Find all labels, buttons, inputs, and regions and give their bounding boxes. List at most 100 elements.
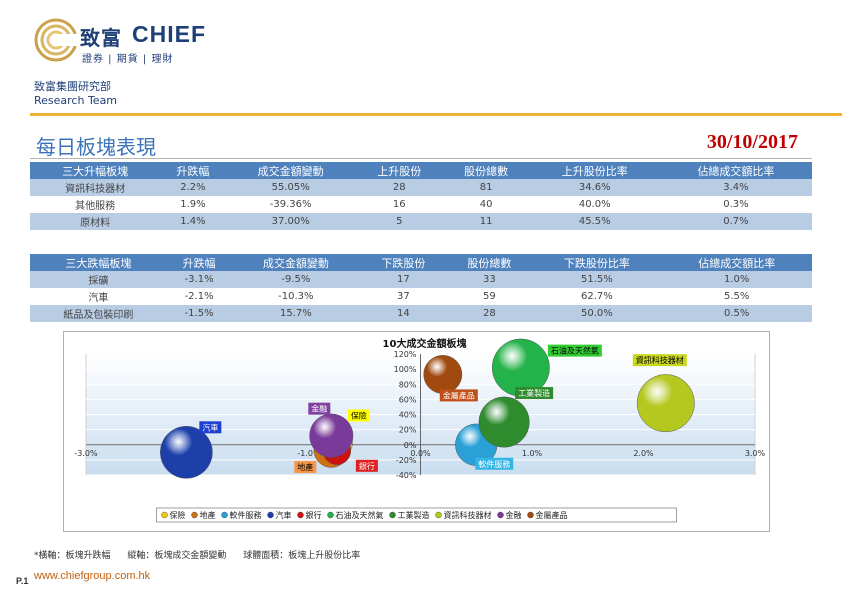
legend-marker [389,511,396,519]
table-cell: 16 [355,196,443,213]
data-label: 保險 [351,410,367,420]
table-cell: 1.0% [661,271,812,288]
data-label: 金屬產品 [443,390,475,400]
column-header: 股份總數 [442,162,530,179]
legend-entry: 金屬產品 [536,510,568,520]
legend-marker [221,511,228,519]
table-cell: 0.7% [659,213,812,230]
y-tick-label: 40% [399,411,417,420]
bubble-chart-svg: -3.0%-2.0%-1.0%0.0%1.0%2.0%3.0%-40%-20%0… [74,337,766,523]
table-cell: -2.1% [166,288,232,305]
table-row: 其他服務 1.9% -39.36% 16 40 40.0% 0.3% [30,196,812,213]
bubble-9 [423,355,463,394]
table-cell: 33 [446,271,533,288]
legend-marker [267,511,274,519]
page-number: P.1 [16,576,29,586]
data-label-box [439,389,478,402]
table-cell: 50.0% [532,305,662,322]
legend-marker [191,511,198,519]
table-cell: 40.0% [529,196,660,213]
table-cell: -9.5% [231,271,361,288]
report-date: 30/10/2017 [706,131,798,153]
y-tick-label: 20% [399,426,417,435]
table-cell: 28 [446,305,533,322]
table-cell: 51.5% [532,271,662,288]
table-cell: 34.6% [529,179,660,196]
department-chinese: 致富集團研究部 [34,80,111,93]
chart-title: 10大成交金額板塊 [383,337,467,350]
x-tick-label: -1.0% [297,449,321,458]
legend-marker [297,511,304,519]
data-label: 地產 [297,462,313,472]
table-header-row: 三大跌幅板塊 升跌幅 成交金額變動 下跌股份 股份總數 下跌股份比率 佔總成交額比率 [30,254,812,271]
y-tick-label: 120% [394,350,417,359]
note-bubble-size: 球體面積：板塊上升股份比率 [243,551,361,561]
table-cell: 0.5% [661,305,812,322]
table-cell: 45.5% [529,213,660,230]
legend-marker [161,511,168,519]
column-header: 下跌股份比率 [532,254,662,271]
sector-name-cell: 汽車 [30,288,167,305]
sector-name-cell: 其他服務 [30,196,161,213]
legend-marker [327,511,334,519]
table-row: 資訊科技器材 2.2% 55.05% 28 81 34.6% 3.4% [30,179,812,196]
legend-box [156,507,677,523]
table-cell: 2.2% [160,179,226,196]
x-tick-label: 1.0% [522,449,543,458]
table-row: 紙品及包裝印刷 -1.5% 15.7% 14 28 50.0% 0.5% [30,305,812,322]
data-label: 工業製造 [518,388,550,398]
note-x-axis: *橫軸：板塊升跌幅 [34,551,111,561]
column-header: 佔總成交額比率 [661,254,812,271]
column-header: 成交金額變動 [231,254,361,271]
data-label: 銀行 [359,461,375,471]
column-header: 成交金額變動 [225,162,356,179]
table-cell: -10.3% [231,288,361,305]
legend-entry: 銀行 [306,510,322,520]
legend-marker [527,511,534,519]
table-cell: 1.4% [160,213,226,230]
legend-marker [435,511,442,519]
bubble-chart: -3.0%-2.0%-1.0%0.0%1.0%2.0%3.0%-40%-20%0… [63,331,770,532]
y-tick-label: 0% [404,441,417,450]
x-tick-label: 3.0% [745,449,766,458]
table-cell: 62.7% [532,288,662,305]
table-cell: 15.7% [231,305,361,322]
table-cell: 81 [442,179,530,196]
department-english: Research Team [34,94,118,107]
table-cell: 3.4% [659,179,812,196]
legend-entry: 工業製造 [398,510,430,520]
x-tick-label: -3.0% [74,449,98,458]
data-label-box [547,344,602,357]
column-header: 下跌股份 [360,254,447,271]
table-row: 汽車 -2.1% -10.3% 37 59 62.7% 5.5% [30,288,812,305]
data-label-box [475,457,514,470]
x-tick-label: 2.0% [633,449,654,458]
table-row: 採礦 -3.1% -9.5% 17 33 51.5% 1.0% [30,271,812,288]
logo-swirl-icon [34,18,78,62]
data-label-box [199,421,222,434]
page-title: 每日板塊表現 [36,135,156,159]
table-cell: 14 [360,305,447,322]
header-divider [30,113,842,116]
table-cell: 17 [360,271,447,288]
company-logo: 致富 CHIEF 證券 | 期貨 | 理財 [34,18,234,68]
table-cell: 1.9% [160,196,226,213]
table-cell: 55.05% [225,179,356,196]
data-label: 金融 [311,404,327,414]
y-tick-label: 80% [399,380,417,389]
table-cell: 28 [355,179,443,196]
data-label: 資訊科技器材 [636,355,684,365]
data-label-box [308,402,331,415]
y-tick-label: 60% [399,395,417,404]
legend-entry: 軟件服務 [230,510,262,520]
data-label-box [347,409,370,422]
legend-entry: 資訊科技器材 [444,510,492,520]
logo-tagline: 證券 | 期貨 | 理財 [82,54,174,65]
website-link[interactable]: www.chiefgroup.com.hk [34,570,151,582]
data-label-box [294,461,317,474]
data-label-box [632,354,687,367]
column-header: 股份總數 [446,254,533,271]
bubble-8 [309,413,354,458]
title-divider [30,158,812,159]
y-tick-label: -40% [396,471,417,480]
